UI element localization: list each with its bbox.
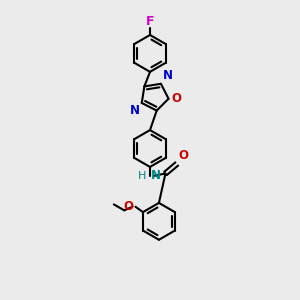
Text: N: N [130, 104, 140, 117]
Text: O: O [178, 149, 188, 162]
Text: N: N [163, 69, 173, 82]
Text: F: F [146, 14, 154, 28]
Text: H: H [138, 171, 146, 181]
Text: O: O [124, 200, 134, 213]
Text: N: N [151, 169, 160, 182]
Text: O: O [172, 92, 182, 105]
